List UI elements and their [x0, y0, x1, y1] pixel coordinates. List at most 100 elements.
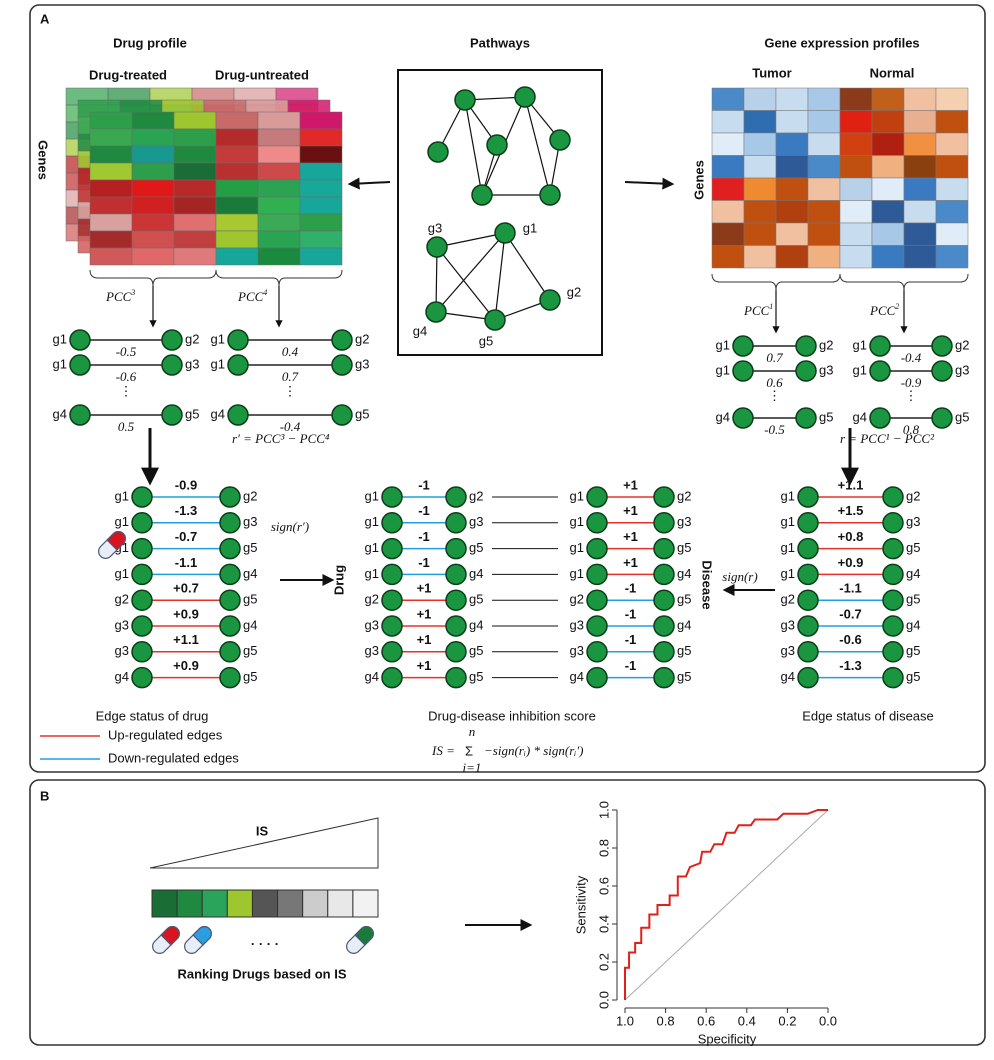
heatmap-cell: [807, 177, 841, 201]
node-label: g5: [955, 409, 969, 424]
caption: Edge status of drug: [96, 708, 209, 723]
node-label: g3: [570, 643, 584, 658]
heatmap-cell: [257, 145, 301, 164]
pcc-sup: 2: [895, 302, 899, 311]
x-tick-label: 1.0: [616, 1013, 634, 1028]
heatmap-cell: [839, 155, 873, 179]
heatmap-cell: [775, 87, 809, 111]
colorbar-cell: [251, 889, 279, 918]
pill-half: [354, 926, 374, 946]
heatmap-cell: [711, 110, 745, 134]
y-tick-label: 0.6: [596, 877, 611, 895]
x-tick-label: 0.4: [738, 1013, 756, 1028]
node-label: g2: [955, 337, 969, 352]
edge-value: +1: [623, 477, 638, 492]
node-label: g2: [781, 592, 795, 607]
node-label: g1: [365, 540, 379, 555]
roc-curve: [624, 809, 828, 1000]
heatmap-cell: [89, 111, 133, 130]
gene-node: [131, 563, 153, 586]
heatmap-cell: [173, 179, 217, 198]
heatmap-cell: [807, 110, 841, 134]
gene-node: [486, 134, 508, 156]
heatmap-cell: [131, 111, 175, 130]
pathway-edge: [504, 232, 551, 301]
gene-node: [586, 563, 608, 586]
gene-node: [653, 537, 675, 560]
sign-label: sign(r): [722, 569, 757, 584]
heatmap-cell: [743, 177, 777, 201]
formula: r′ = PCC³ − PCC⁴: [232, 431, 330, 446]
heatmap-cell: [257, 128, 301, 147]
gene-node: [869, 407, 891, 429]
edge-value: -1: [625, 606, 637, 621]
edge-value: 0.4: [282, 344, 299, 359]
node-label: g2: [355, 331, 369, 346]
node-label: g5: [479, 333, 493, 348]
gene-node: [381, 641, 403, 663]
edge-value: 0.8: [903, 422, 920, 437]
node-label: g2: [185, 331, 199, 346]
node-label: g1: [716, 337, 730, 352]
node-label: g5: [906, 540, 920, 555]
formula: −sign(rᵢ) * sign(rᵢ′): [484, 743, 584, 758]
colorbar-cell: [176, 889, 203, 918]
node-label: g1: [211, 331, 225, 346]
gene-node: [69, 354, 91, 376]
heatmap-cell: [711, 177, 745, 201]
gene-node: [732, 407, 754, 429]
arrow: [624, 177, 675, 190]
colorbar-cell: [302, 889, 329, 918]
heatmap-cell: [89, 230, 133, 249]
node-label: g3: [428, 220, 442, 235]
node-label: g4: [211, 406, 225, 421]
node-label: g5: [819, 409, 833, 424]
edge-value: +1.1: [838, 477, 864, 492]
gene-node: [381, 537, 403, 560]
legend-label: Up-regulated edges: [108, 727, 223, 742]
edge-value: +1.5: [838, 503, 864, 518]
heatmap-cell: [807, 155, 841, 179]
heatmap-cell: [215, 247, 259, 266]
pcc-base: PCC: [869, 303, 896, 318]
node-label: g3: [365, 617, 379, 632]
node-label: g3: [677, 514, 691, 529]
gene-node: [586, 512, 608, 534]
edge-value: 0.6: [766, 375, 783, 390]
node-label: g5: [469, 540, 483, 555]
gene-node: [331, 354, 353, 376]
caption: Ranking Drugs based on IS: [177, 966, 346, 981]
side-label: Drug: [331, 565, 346, 595]
node-label: g4: [677, 566, 691, 581]
pcc-sup: 1: [769, 302, 773, 311]
edge-value: +1: [417, 658, 432, 673]
node-label: g5: [906, 643, 920, 658]
heatmap-cell: [711, 155, 745, 179]
edge-value: -0.6: [116, 369, 137, 384]
node-label: g1: [570, 566, 584, 581]
node-label: g5: [906, 592, 920, 607]
edge-value: -1: [625, 581, 637, 596]
heatmap-cell: [89, 162, 133, 181]
gene-node: [381, 512, 403, 534]
gene-node: [445, 486, 467, 508]
pcc-base: PCC: [743, 303, 770, 318]
caption: Drug-disease inhibition score: [428, 708, 596, 723]
heatmap-cell: [871, 132, 905, 156]
is-label: IS: [256, 823, 269, 838]
heatmap-cell: [215, 230, 259, 249]
heatmap-cell: [131, 162, 175, 181]
caption: Edge status of disease: [802, 708, 934, 723]
heatmap-cell: [935, 132, 969, 156]
gene-node: [227, 404, 249, 426]
heatmap-cell: [215, 128, 259, 147]
pcc-base: PCC: [105, 289, 132, 304]
colorbar-cell: [327, 889, 354, 918]
heatmap-cell: [299, 213, 343, 232]
dots: · · · ·: [251, 936, 279, 951]
node-label: g2: [906, 488, 920, 503]
formula: r = PCC¹ − PCC²: [840, 431, 935, 446]
sign-label: sign(r′): [271, 519, 309, 534]
gene-node: [797, 486, 819, 508]
gene-node: [131, 615, 153, 637]
